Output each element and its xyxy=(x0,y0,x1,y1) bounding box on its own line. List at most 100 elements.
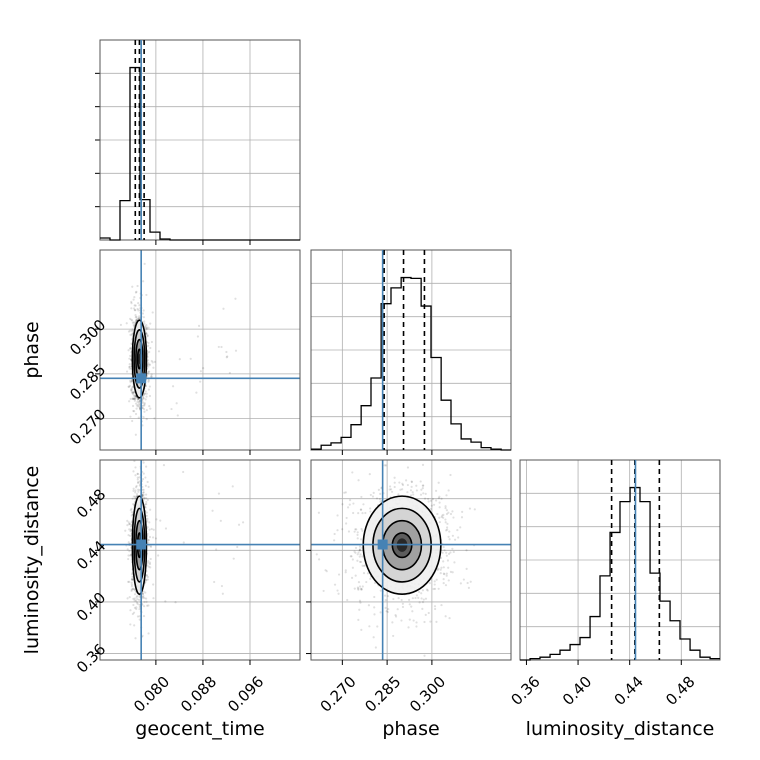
sample-point xyxy=(132,323,135,327)
sample-point xyxy=(439,572,442,575)
sample-point xyxy=(400,619,403,622)
sample-point xyxy=(372,491,375,494)
sample-point xyxy=(134,309,137,312)
sample-point xyxy=(424,597,428,600)
sample-point xyxy=(357,581,361,584)
sample-point xyxy=(130,389,133,392)
sample-point xyxy=(141,401,145,404)
sample-point xyxy=(147,539,150,542)
sample-point xyxy=(317,511,320,514)
sample-point xyxy=(220,584,224,588)
sample-point xyxy=(126,524,129,527)
sample-point xyxy=(133,606,137,609)
sample-point xyxy=(401,488,404,491)
panel-frame xyxy=(99,459,301,661)
sample-point xyxy=(119,323,123,326)
sample-point xyxy=(127,385,131,388)
sample-point xyxy=(446,522,449,525)
sample-point xyxy=(144,591,147,594)
sample-point xyxy=(138,618,141,621)
sample-point xyxy=(129,329,132,332)
sample-point xyxy=(444,507,447,510)
x-tick-label-luminosity_distance: 0.44 xyxy=(611,673,647,709)
sample-point xyxy=(136,284,139,288)
sample-point xyxy=(446,526,449,529)
sample-point xyxy=(374,646,377,649)
sample-point xyxy=(147,361,150,365)
sample-point xyxy=(394,614,397,617)
sample-point xyxy=(143,497,146,500)
sample-point xyxy=(360,527,363,531)
sample-point xyxy=(211,509,214,512)
sample-point xyxy=(129,347,132,350)
sample-point xyxy=(393,476,396,479)
contour-line xyxy=(133,329,146,389)
sample-point xyxy=(391,621,394,624)
sample-point xyxy=(128,550,131,553)
samples-geocent_time-phase xyxy=(119,262,238,458)
sample-point xyxy=(358,585,362,588)
sample-point xyxy=(213,580,216,584)
sample-point xyxy=(442,566,445,569)
sample-point xyxy=(147,541,150,544)
sample-point xyxy=(360,588,363,591)
sample-point xyxy=(225,356,228,359)
sample-point xyxy=(129,333,132,336)
sample-point xyxy=(406,466,410,469)
sample-point xyxy=(147,370,150,373)
sample-point xyxy=(147,485,150,488)
sample-point xyxy=(441,551,444,554)
sample-point xyxy=(445,509,449,512)
sample-point xyxy=(468,507,472,510)
sample-point xyxy=(132,470,135,473)
sample-point xyxy=(373,613,376,616)
scatter-panel-geocent_time-phase xyxy=(95,249,301,458)
sample-point xyxy=(438,495,441,498)
sample-point xyxy=(135,601,139,604)
sample-point xyxy=(138,476,141,479)
sample-point xyxy=(448,617,451,620)
sample-point xyxy=(147,379,150,382)
sample-point xyxy=(132,603,135,607)
y-tick-label-luminosity_distance: 0.40 xyxy=(73,589,109,625)
sample-point xyxy=(131,332,134,335)
sample-point xyxy=(415,625,418,628)
sample-point xyxy=(318,558,321,561)
sample-point xyxy=(424,613,427,617)
sample-point xyxy=(147,538,150,542)
sample-point xyxy=(369,510,372,513)
sample-point xyxy=(133,495,137,498)
sample-point xyxy=(133,397,136,400)
sample-point xyxy=(145,503,148,506)
sample-point xyxy=(136,615,140,618)
sample-point xyxy=(346,598,349,602)
sample-point xyxy=(130,380,133,383)
sample-point xyxy=(361,564,364,567)
sample-point xyxy=(466,581,469,585)
sample-point xyxy=(152,597,155,600)
sample-point xyxy=(127,521,130,524)
sample-point xyxy=(135,318,138,322)
sample-point xyxy=(153,417,156,420)
sample-point xyxy=(137,456,139,458)
sample-point xyxy=(130,589,133,593)
sample-point xyxy=(153,360,156,363)
sample-point xyxy=(385,610,388,613)
sample-point xyxy=(410,494,413,497)
sample-point xyxy=(451,510,454,513)
sample-point xyxy=(130,511,133,514)
sample-point xyxy=(133,597,136,600)
hist-panel-luminosity_distance xyxy=(519,459,721,665)
sample-point xyxy=(146,333,149,337)
sample-point xyxy=(394,615,398,618)
sample-point xyxy=(144,476,147,479)
sample-point xyxy=(384,606,387,609)
sample-point xyxy=(133,394,136,397)
sample-point xyxy=(143,392,146,395)
panel-frame xyxy=(519,459,721,661)
sample-point xyxy=(146,359,150,362)
sample-point xyxy=(128,367,131,370)
sample-point xyxy=(149,346,152,350)
sample-point xyxy=(195,391,198,394)
sample-point xyxy=(138,304,141,307)
